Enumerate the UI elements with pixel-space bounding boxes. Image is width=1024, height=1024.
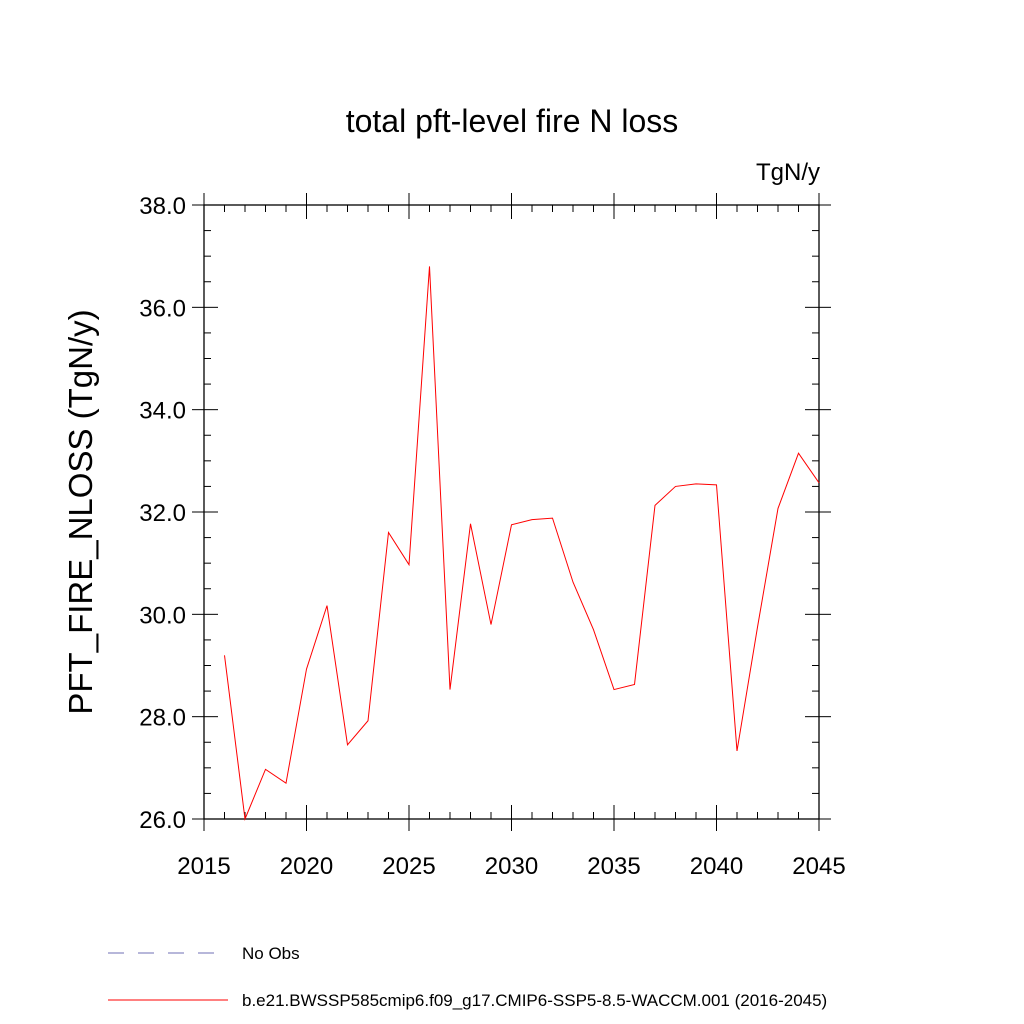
- y-tick-label: 36.0: [139, 295, 186, 322]
- x-tick-label: 2035: [587, 853, 640, 880]
- x-tick-label: 2025: [382, 853, 435, 880]
- y-axis-label: PFT_FIRE_NLOSS (TgN/y): [62, 309, 99, 714]
- plot-frame: [203, 204, 820, 820]
- y-tick-label: 38.0: [139, 193, 186, 220]
- y-tick-label: 28.0: [139, 705, 186, 732]
- legend-label-model-run: b.e21.BWSSP585cmip6.f09_g17.CMIP6-SSP5-8…: [242, 991, 827, 1010]
- x-tick-label: 2040: [690, 853, 743, 880]
- series-group: [224, 266, 820, 821]
- y-tick-label: 30.0: [139, 602, 186, 629]
- units-label: TgN/y: [756, 159, 820, 186]
- x-tick-label: 2030: [485, 853, 538, 880]
- y-tick-label: 26.0: [139, 807, 186, 834]
- chart-title: total pft-level fire N loss: [346, 103, 679, 139]
- legend-label-no-obs: No Obs: [242, 944, 300, 963]
- series-line: [224, 266, 820, 821]
- x-tick-label: 2020: [280, 853, 333, 880]
- y-tick-label: 34.0: [139, 398, 186, 425]
- legend: No Obs b.e21.BWSSP585cmip6.f09_g17.CMIP6…: [108, 944, 827, 1010]
- x-tick-label: 2045: [792, 853, 845, 880]
- axis-tick-labels: 2015 2020 2025 2030 2035 2040 2045 26.0 28.0 30.0…: [139, 193, 845, 880]
- axis-ticks: [192, 193, 831, 831]
- y-tick-label: 32.0: [139, 500, 186, 527]
- x-tick-label: 2015: [177, 853, 230, 880]
